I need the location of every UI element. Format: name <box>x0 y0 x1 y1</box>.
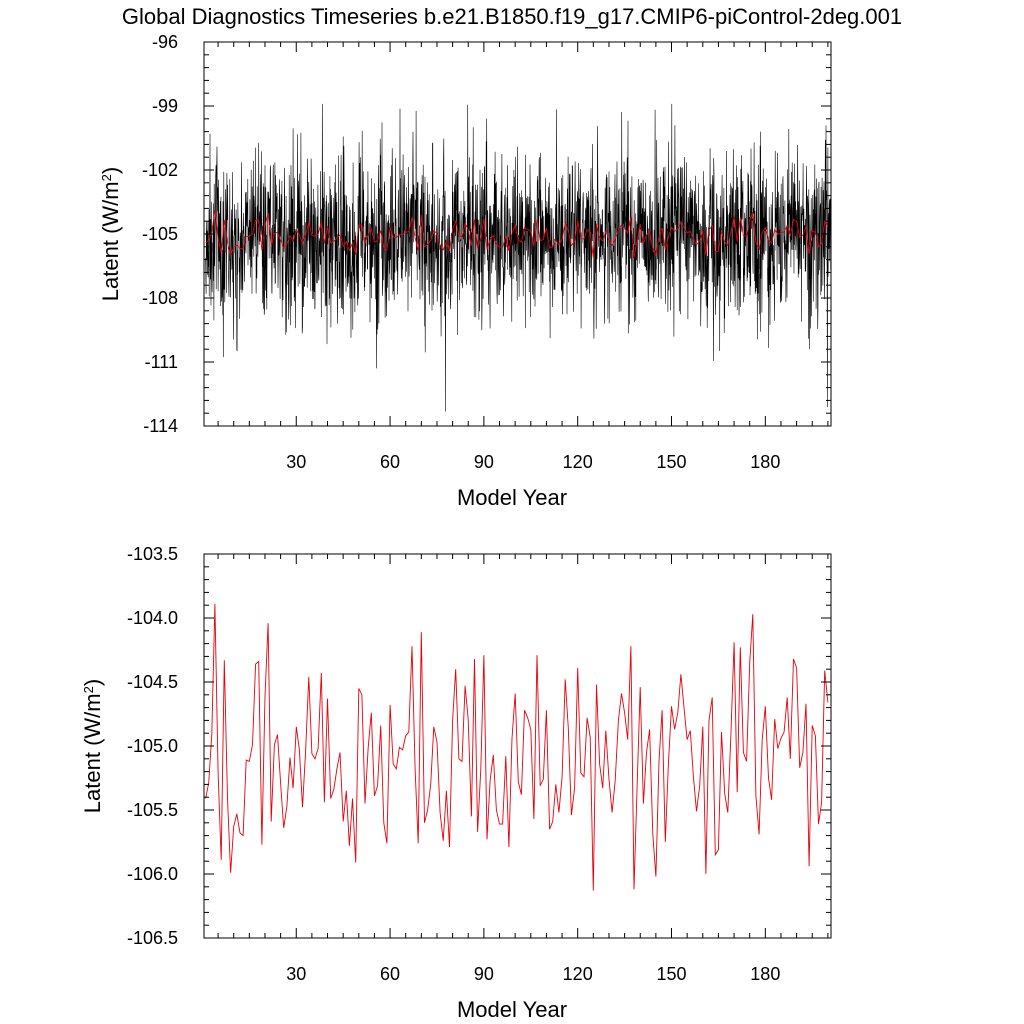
bottom-x-tick-label-120: 120 <box>563 964 593 984</box>
bottom-x-tick-label-150: 150 <box>656 964 686 984</box>
bottom-y-tick-label-1: -106.0 <box>127 864 178 884</box>
bottom-panel: 30 60 90 120 150 180 -106.5 -106.0 -105.5 -105.0 -… <box>80 544 832 1022</box>
bottom-y-tick-label-3: -105.0 <box>127 736 178 756</box>
top-y-tick-label-2: -108 <box>142 288 178 308</box>
bottom-panel-y-axis-label-main: Latent (W/m <box>80 693 105 813</box>
top-panel-annual-line <box>205 210 829 259</box>
bottom-panel-annual-line <box>205 603 829 891</box>
bottom-x-tick-label-60: 60 <box>380 964 400 984</box>
top-panel-y-axis-label-close: ) <box>98 167 123 174</box>
bottom-panel-ticks: 30 60 90 120 150 180 -106.5 -106.0 -105.5 -105.0 -… <box>127 544 831 984</box>
bottom-x-tick-label-90: 90 <box>474 964 494 984</box>
top-x-tick-label-150: 150 <box>656 452 686 472</box>
top-x-tick-label-180: 180 <box>750 452 780 472</box>
top-panel-series <box>205 103 832 412</box>
bottom-panel-y-axis-label-sup: 2 <box>81 686 96 693</box>
top-y-tick-label-3: -105 <box>142 224 178 244</box>
top-y-tick-label-4: -102 <box>142 160 178 180</box>
bottom-y-tick-label-6: -103.5 <box>127 544 178 564</box>
top-x-tick-label-90: 90 <box>474 452 494 472</box>
bottom-x-tick-label-180: 180 <box>750 964 780 984</box>
bottom-y-tick-label-0: -106.5 <box>127 928 178 948</box>
bottom-panel-series <box>205 603 829 891</box>
top-panel: 30 60 90 120 150 180 -114 -111 -108 -105 -102 -99 -9… <box>98 32 832 510</box>
top-panel-x-axis-label: Model Year <box>457 485 567 510</box>
top-panel-y-axis-label-main: Latent (W/m <box>98 181 123 301</box>
top-y-tick-label-0: -114 <box>143 416 178 436</box>
bottom-y-tick-label-4: -104.5 <box>127 672 178 692</box>
bottom-y-tick-label-5: -104.0 <box>127 608 178 628</box>
bottom-x-tick-label-30: 30 <box>286 964 306 984</box>
top-panel-monthly-line <box>205 103 832 412</box>
bottom-panel-x-axis-label: Model Year <box>457 997 567 1022</box>
top-x-tick-label-60: 60 <box>380 452 400 472</box>
top-panel-y-axis-label-sup: 2 <box>99 174 114 181</box>
bottom-panel-y-axis-label-close: ) <box>80 679 105 686</box>
top-panel-ticks: 30 60 90 120 150 180 -114 -111 -108 -105 -102 -99 -9… <box>142 32 831 472</box>
top-panel-y-axis-label: Latent (W/m2) <box>98 167 123 301</box>
top-y-tick-label-5: -99 <box>152 96 178 116</box>
top-x-tick-label-30: 30 <box>286 452 306 472</box>
top-x-tick-label-120: 120 <box>563 452 593 472</box>
figure-title: Global Diagnostics Timeseries b.e21.B185… <box>122 4 902 29</box>
top-y-tick-label-1: -111 <box>145 352 178 372</box>
bottom-panel-y-axis-label: Latent (W/m2) <box>80 679 105 813</box>
top-y-tick-label-6: -96 <box>152 32 178 52</box>
bottom-y-tick-label-2: -105.5 <box>127 800 178 820</box>
